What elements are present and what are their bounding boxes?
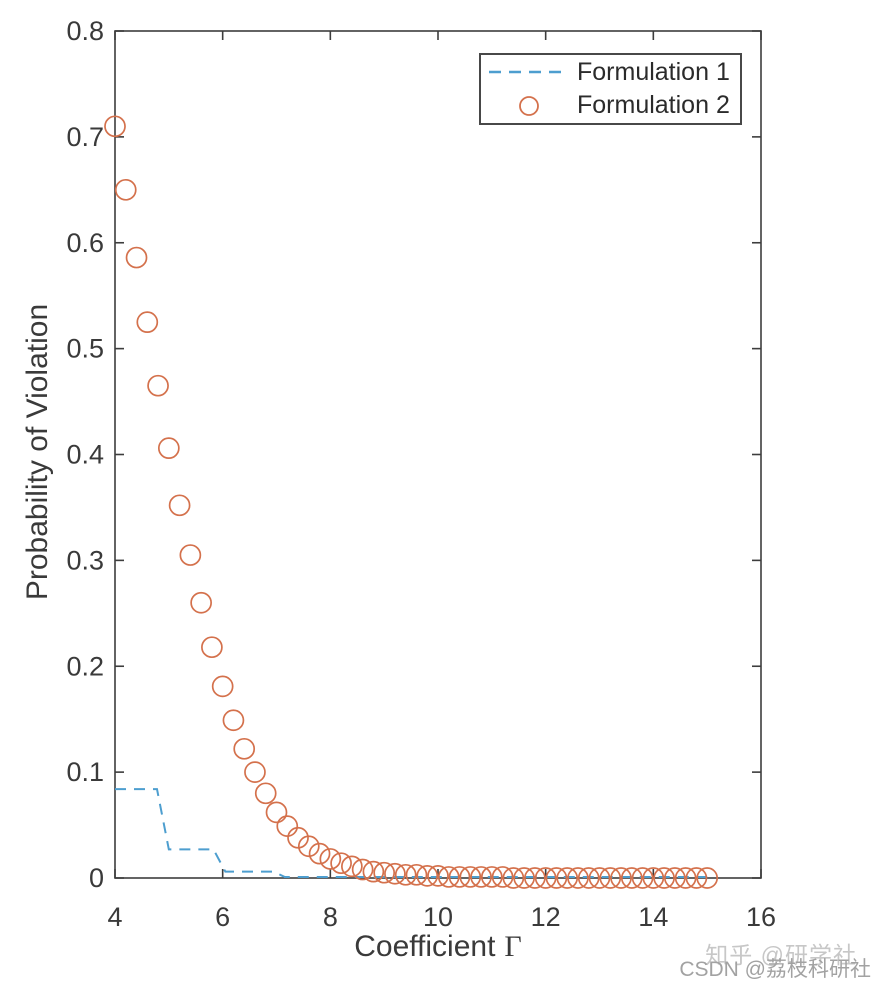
y-tick-label: 0.3 [66,545,104,575]
formulation2-marker [373,861,396,884]
formulation2-marker [136,311,159,334]
formulation2-marker [405,863,428,886]
y-tick-label: 0.4 [66,440,104,470]
formulation2-marker [394,863,417,886]
formulation2-marker [179,544,202,566]
formulation2-marker [190,591,212,614]
formulation2-marker [341,855,363,878]
formulation2-marker [577,867,600,889]
formulation2-marker [696,867,719,889]
formulation2-marker [233,737,256,760]
formulation2-marker [297,835,320,858]
formulation2-marker [588,867,611,889]
legend-item-formulation1: Formulation 1 [481,56,740,88]
formulation2-marker [674,867,697,889]
formulation2-marker [157,437,180,459]
formulation2-marker [524,867,546,889]
y-tick-label: 0.1 [66,757,104,787]
formulation2-marker [685,867,708,889]
y-tick-label: 0.8 [66,16,104,46]
formulation2-marker [545,867,568,889]
formulation2-marker [599,867,622,889]
x-axis-label: Coefficient Γ [115,930,761,964]
circle-marker-sample-svg [519,95,539,116]
formulation2-marker [664,867,686,889]
y-axis-label: Probability of Violation [21,303,54,601]
y-tick-label: 0 [89,863,104,893]
y-tick-label: 0.6 [66,228,104,258]
x-tick-label: 6 [215,902,230,932]
formulation2-marker [491,866,514,888]
dashed-line-sample [481,67,577,77]
formulation2-marker [448,866,471,888]
formulation2-marker [114,178,137,201]
x-tick-label: 10 [423,902,453,932]
formulation2-marker [416,865,439,887]
formulation2-marker [427,865,449,887]
formulation1-line [115,788,708,878]
y-tick-label: 0.2 [66,651,104,681]
formulation2-marker [201,636,223,659]
formulation2-marker [276,815,299,837]
formulation2-marker [222,709,245,732]
legend: Formulation 1 Formulation 2 [479,53,742,125]
x-tick-label: 4 [107,902,122,932]
formulation2-marker [470,866,492,888]
legend-item-formulation2: Formulation 2 [481,90,740,122]
watermark-zhihu: 知乎 @研学社 [705,942,857,968]
formulation2-marker [308,842,331,865]
formulation2-marker [362,860,385,883]
formulation2-marker [610,867,632,889]
circle-marker-sample [481,94,577,118]
dashed-line-sample-svg [489,71,569,74]
formulation2-marker [244,761,266,783]
formulation2-marker [480,866,503,888]
formulation2-marker [147,374,169,397]
formulation2-marker [351,858,374,881]
formulation2-marker [502,867,525,889]
formulation2-marker [265,801,288,824]
formulation2-marker [104,115,126,138]
formulation2-marker [631,867,654,889]
watermark-csdn: CSDN @荔枝科研社 [679,958,871,981]
x-axis-label-text: Coefficient [354,930,496,963]
gamma-symbol: Γ [504,930,522,963]
x-tick-label: 8 [323,902,338,932]
legend-label-formulation2: Formulation 2 [577,91,730,120]
formulation2-marker [653,867,675,889]
formulation2-marker [254,782,277,805]
x-tick-label: 14 [638,902,668,932]
legend-label-formulation1: Formulation 1 [577,57,730,86]
formulation2-marker [125,246,148,269]
formulation2-marker [513,867,535,889]
formulation2-marker [330,852,352,875]
formulation2-marker [287,826,309,849]
formulation2-marker [459,866,482,888]
formulation2-marker [168,494,191,517]
formulation2-marker [437,866,460,888]
formulation2-marker [642,867,665,889]
circle-marker-icon [519,95,539,116]
x-tick-label: 12 [531,902,561,932]
y-tick-label: 0.5 [66,334,104,364]
formulation2-marker [319,848,342,870]
formulation2-marker [620,867,643,889]
axis-box [114,30,762,879]
formulation2-marker [567,867,589,889]
y-tick-label: 0.7 [66,122,104,152]
formulation2-marker [534,867,557,889]
formulation2-marker [384,862,406,885]
x-tick-label: 16 [746,902,776,932]
formulation2-marker [556,867,579,889]
formulation2-marker [211,675,234,698]
